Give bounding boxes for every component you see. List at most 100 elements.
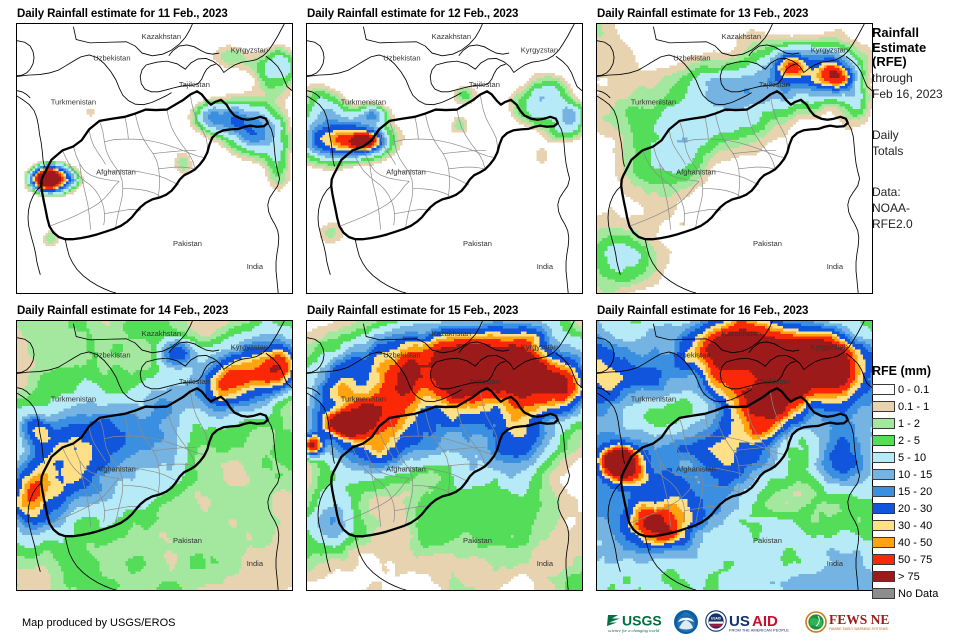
legend-row: 50 - 75	[872, 552, 972, 567]
country-label: Kyrgyzstan	[811, 342, 848, 351]
country-label: Kyrgyzstan	[231, 342, 268, 351]
country-label: Turkmenistan	[631, 395, 676, 404]
legend-swatch	[872, 571, 895, 582]
legend-swatch	[872, 486, 895, 497]
side-data-line3: RFE2.0	[872, 216, 913, 231]
noaa-logo[interactable]: NOAA	[673, 609, 699, 635]
province-boundaries	[629, 94, 788, 230]
country-label: India	[827, 262, 844, 271]
legend-swatch	[872, 418, 895, 429]
country-label: Uzbekistan	[383, 53, 420, 62]
country-boundaries	[597, 24, 872, 293]
country-labels: Kazakhstan Kyrgyzstan Uzbekistan Tajikistan…	[51, 32, 268, 271]
legend-row: 30 - 40	[872, 518, 972, 533]
country-boundaries	[307, 321, 582, 590]
country-label: Afghanistan	[676, 465, 716, 474]
legend-row: 15 - 20	[872, 484, 972, 499]
map-canvas-2: Kazakhstan Kyrgyzstan Uzbekistan Tajikistan…	[307, 24, 582, 293]
usaid-logo[interactable]: USAID US AID FROM THE AMERICAN PEOPLE	[704, 609, 800, 635]
country-label: Turkmenistan	[341, 98, 386, 107]
legend-swatch	[872, 554, 895, 565]
svg-text:FEWS NET: FEWS NET	[829, 612, 889, 627]
country-label: Kazakhstan	[142, 329, 181, 338]
usgs-logo[interactable]: USGS science for a changing world	[606, 609, 668, 635]
country-label: Kazakhstan	[142, 32, 181, 41]
country-label: Afghanistan	[386, 168, 426, 177]
legend-row: 0 - 0.1	[872, 382, 972, 397]
legend-label: 15 - 20	[898, 485, 933, 498]
svg-text:NOAA: NOAA	[681, 615, 692, 619]
legend-label: > 75	[898, 570, 920, 583]
rainfall-raster	[597, 24, 872, 293]
legend-rows: 0 - 0.1 0.1 - 1 1 - 2 2 - 5 5 - 10 10 - 15 15 …	[872, 382, 972, 601]
map-feb-14[interactable]: Kazakhstan Kyrgyzstan Uzbekistan Tajikistan…	[16, 320, 293, 591]
panel-title: Daily Rainfall estimate for 16 Feb., 202…	[597, 305, 809, 317]
country-label: Tajikistan	[179, 80, 210, 89]
svg-text:USAID: USAID	[711, 616, 722, 620]
map-feb-16[interactable]: Kazakhstan Kyrgyzstan Uzbekistan Tajikistan…	[596, 320, 873, 591]
afghanistan-outline	[330, 387, 559, 538]
map-feb-11[interactable]: Kazakhstan Kyrgyzstan Uzbekistan Tajikistan…	[16, 23, 293, 294]
province-boundaries	[629, 391, 788, 527]
agency-logos: USGS science for a changing world NOAA U…	[606, 607, 889, 637]
country-label: Pakistan	[173, 239, 202, 248]
legend-swatch	[872, 435, 895, 446]
side-through-line2: Feb 16, 2023	[872, 86, 943, 101]
afghanistan-outline	[330, 90, 559, 241]
fews-net-logo[interactable]: FEWS NET FAMINE EARLY WARNING SYSTEMS NE…	[805, 609, 889, 635]
legend-label: 50 - 75	[898, 553, 933, 566]
legend-label: 1 - 2	[898, 417, 921, 430]
panel-title: Daily Rainfall estimate for 14 Feb., 202…	[17, 305, 229, 317]
country-label: Uzbekistan	[93, 350, 130, 359]
country-label: Kazakhstan	[722, 32, 761, 41]
map-canvas-6: Kazakhstan Kyrgyzstan Uzbekistan Tajikistan…	[597, 321, 872, 590]
country-labels: Kazakhstan Kyrgyzstan Uzbekistan Tajikistan…	[341, 32, 558, 271]
rfe-legend: RFE (mm) 0 - 0.1 0.1 - 1 1 - 2 2 - 5 5 - 10 1…	[872, 364, 972, 603]
rainfall-raster	[307, 321, 582, 590]
rainfall-raster	[17, 321, 292, 590]
map-canvas-1: Kazakhstan Kyrgyzstan Uzbekistan Tajikistan…	[17, 24, 292, 293]
map-canvas-4: Kazakhstan Kyrgyzstan Uzbekistan Tajikistan…	[17, 321, 292, 590]
panel-feb-15: Daily Rainfall estimate for 15 Feb., 202…	[306, 305, 583, 591]
country-boundaries	[17, 321, 292, 590]
panel-feb-13: Daily Rainfall estimate for 13 Feb., 202…	[596, 8, 873, 294]
country-label: Afghanistan	[386, 465, 426, 474]
country-label: Afghanistan	[96, 168, 136, 177]
panel-title: Daily Rainfall estimate for 12 Feb., 202…	[307, 8, 519, 20]
panel-title: Daily Rainfall estimate for 15 Feb., 202…	[307, 305, 519, 317]
country-labels: Kazakhstan Kyrgyzstan Uzbekistan Tajikistan…	[631, 329, 848, 568]
legend-label: 40 - 50	[898, 536, 933, 549]
svg-text:USGS: USGS	[622, 613, 662, 629]
side-title-line2: Estimate	[872, 39, 927, 55]
country-label: Pakistan	[753, 536, 782, 545]
map-feb-12[interactable]: Kazakhstan Kyrgyzstan Uzbekistan Tajikistan…	[306, 23, 583, 294]
country-label: India	[537, 262, 554, 271]
country-label: Uzbekistan	[93, 53, 130, 62]
country-label: India	[247, 262, 264, 271]
country-label: Pakistan	[753, 239, 782, 248]
rainfall-raster	[597, 321, 872, 590]
panel-feb-16: Daily Rainfall estimate for 16 Feb., 202…	[596, 305, 873, 591]
afghanistan-outline	[620, 387, 849, 538]
map-canvas-5: Kazakhstan Kyrgyzstan Uzbekistan Tajikistan…	[307, 321, 582, 590]
legend-row: 1 - 2	[872, 416, 972, 431]
country-label: Tajikistan	[179, 377, 210, 386]
legend-swatch	[872, 469, 895, 480]
country-labels: Kazakhstan Kyrgyzstan Uzbekistan Tajikistan…	[51, 329, 268, 568]
province-boundaries	[339, 94, 498, 230]
map-feb-15[interactable]: Kazakhstan Kyrgyzstan Uzbekistan Tajikistan…	[306, 320, 583, 591]
side-totals-line2: Totals	[872, 143, 904, 158]
legend-row: 10 - 15	[872, 467, 972, 482]
legend-label: 10 - 15	[898, 468, 933, 481]
country-label: Afghanistan	[96, 465, 136, 474]
panel-title: Daily Rainfall estimate for 11 Feb., 202…	[17, 8, 228, 20]
country-label: Kazakhstan	[432, 329, 471, 338]
country-label: Uzbekistan	[673, 350, 710, 359]
map-canvas-3: Kazakhstan Kyrgyzstan Uzbekistan Tajikistan…	[597, 24, 872, 293]
country-label: India	[247, 559, 264, 568]
map-feb-13[interactable]: Kazakhstan Kyrgyzstan Uzbekistan Tajikistan…	[596, 23, 873, 294]
legend-row: 2 - 5	[872, 433, 972, 448]
legend-row: > 75	[872, 569, 972, 584]
legend-label: No Data	[898, 587, 939, 600]
country-label: Kazakhstan	[432, 32, 471, 41]
